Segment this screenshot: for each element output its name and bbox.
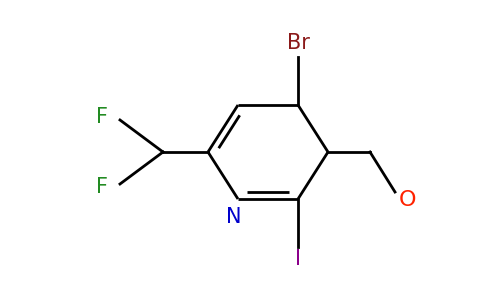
Text: I: I [295,249,301,269]
Text: F: F [96,177,108,197]
Text: O: O [399,190,417,210]
Text: N: N [226,207,242,227]
Text: Br: Br [287,33,309,53]
Text: F: F [96,107,108,127]
